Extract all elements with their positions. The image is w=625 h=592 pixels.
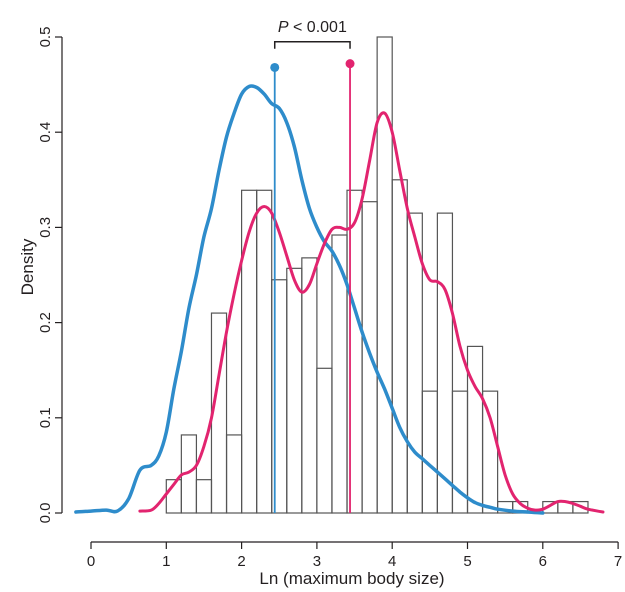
x-tick-label: 7 [614, 553, 622, 570]
density-curve-2 [138, 111, 605, 514]
y-tick-label: 0.5 [37, 27, 54, 48]
histogram-bar [195, 479, 213, 514]
histogram-bar [572, 500, 589, 514]
mean-dot-2 [345, 59, 355, 69]
histogram-bar [225, 434, 243, 514]
x-tick-label: 0 [87, 553, 95, 570]
y-tick-label: 0.4 [37, 122, 54, 143]
histogram-bar [481, 390, 499, 514]
x-tick-label: 5 [463, 553, 471, 570]
histogram-bar [436, 212, 454, 514]
histogram-bar [286, 267, 303, 514]
y-tick-label: 0.1 [37, 407, 54, 428]
histogram-bar [391, 179, 408, 514]
histogram-bar [316, 367, 333, 514]
histogram-bars [165, 36, 589, 514]
histogram-bar [421, 390, 438, 514]
x-tick-label: 6 [539, 553, 547, 570]
y-tick-label: 0.3 [37, 217, 54, 238]
x-tick-label: 2 [237, 553, 245, 570]
significance-bracket [273, 41, 351, 49]
significance-annotation: P < 0.001 [273, 19, 351, 49]
y-tick-label: 0.0 [37, 503, 54, 524]
histogram-bar [301, 257, 318, 514]
mean-dot-1 [270, 62, 280, 72]
y-tick-label: 0.2 [37, 312, 54, 333]
x-tick-label: 3 [313, 553, 321, 570]
p-value-label: P < 0.001 [278, 19, 347, 36]
density-curves [74, 84, 605, 515]
histogram-bar [466, 345, 484, 514]
p-value-symbol: P [278, 19, 289, 36]
axes: 0 1 2 3 4 5 6 7 0.0 0.1 0.2 0.3 0.4 0.5 [37, 27, 622, 570]
histogram-bar [376, 36, 393, 514]
histogram-bar [241, 189, 258, 514]
p-value-threshold: < 0.001 [289, 19, 347, 36]
y-axis-label: Density [18, 238, 37, 295]
mean-markers [270, 59, 355, 513]
x-tick-label: 4 [388, 553, 396, 570]
histogram-bar [256, 189, 273, 514]
density-curve-1 [74, 84, 545, 515]
x-axis-label: Ln (maximum body size) [259, 569, 444, 588]
histogram-bar [406, 212, 423, 514]
x-tick-label: 1 [162, 553, 170, 570]
